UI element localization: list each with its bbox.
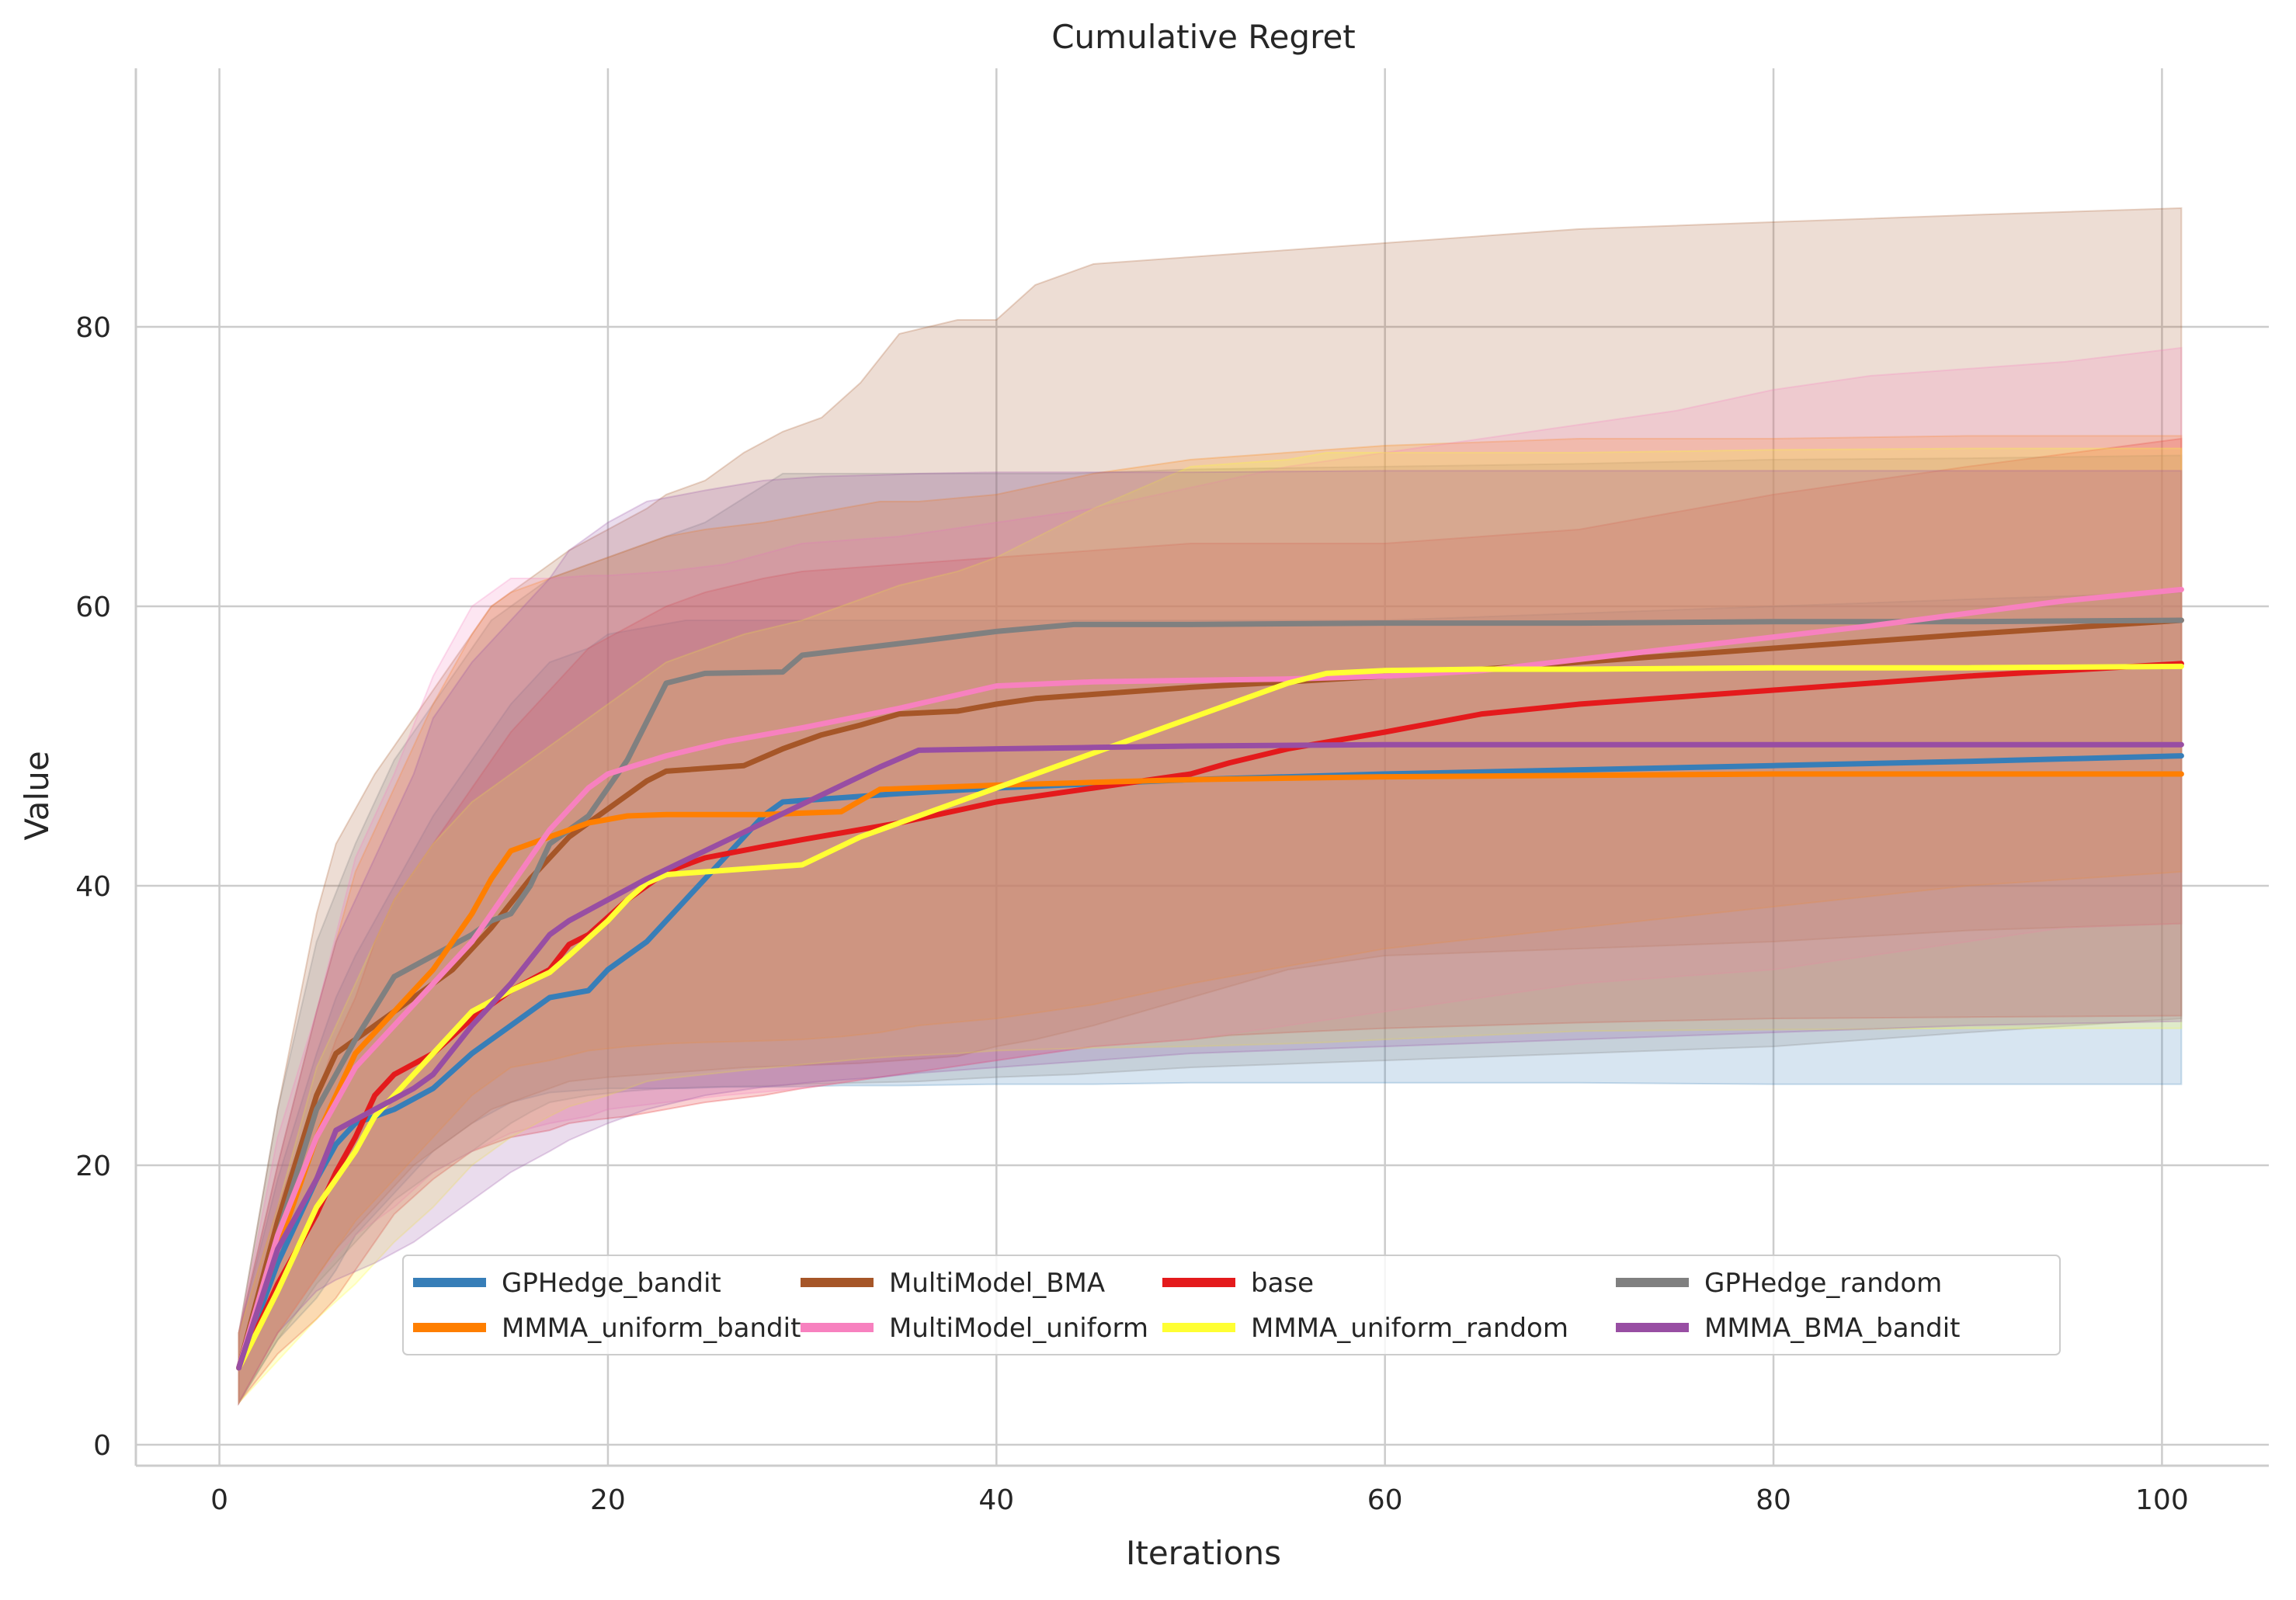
legend-label-gphedge-bandit: GPHedge_bandit [502,1268,721,1299]
legend-label-multimodel-bma: MultiModel_BMA [889,1268,1105,1299]
chart-title: Cumulative Regret [1051,18,1356,56]
x-tick-label: 40 [978,1484,1014,1516]
line-gphedge-random [236,617,2184,1371]
x-tick-label: 20 [590,1484,626,1516]
legend: GPHedge_bandit MultiModel_BMA base GPHedge_… [402,1255,2061,1355]
band-multimodel-uniform [238,346,2183,1406]
legend-label-mmma-bma-bandit: MMMA_BMA_bandit [1704,1313,1961,1344]
x-tick-label: 100 [2135,1484,2189,1516]
tick-labels: 0 20 40 60 80 100 0 20 40 60 80 [75,312,2189,1516]
legend-label-base: base [1251,1268,1314,1299]
x-tick-label: 60 [1367,1484,1403,1516]
band-mmma-uniform-bandit [238,435,2183,1406]
y-tick-label: 20 [75,1151,111,1182]
band-base [238,437,2183,1405]
line-base [236,661,2184,1371]
band-gphedge-bandit [238,591,2183,1406]
grid [136,68,2269,1466]
confidence-bands [238,207,2183,1406]
x-tick-label: 80 [1756,1484,1791,1516]
y-tick-label: 80 [75,312,111,344]
legend-label-gphedge-random: GPHedge_random [1704,1268,1942,1299]
legend-label-multimodel-uniform: MultiModel_uniform [889,1313,1148,1344]
band-multimodel-bma [238,207,2183,1406]
band-mmma-uniform-random [238,447,2183,1405]
band-gphedge-random [238,454,2183,1406]
line-mmma-uniform-random [236,663,2184,1371]
x-axis-title: Iterations [1126,1534,1281,1572]
y-tick-label: 60 [75,592,111,623]
band-mmma-bma-bandit [238,470,2183,1406]
line-multimodel-uniform [236,586,2184,1371]
legend-label-mmma-uniform-bandit: MMMA_uniform_bandit [502,1313,801,1344]
legend-label-mmma-uniform-random: MMMA_uniform_random [1251,1313,1568,1344]
line-mmma-uniform-bandit [236,771,2184,1371]
y-tick-label: 0 [93,1430,111,1462]
y-axis-title: Value [18,751,56,840]
axes [134,68,2269,1467]
y-tick-label: 40 [75,871,111,903]
x-tick-label: 0 [210,1484,228,1516]
series-lines [236,586,2184,1371]
line-mmma-bma-bandit [236,741,2184,1371]
